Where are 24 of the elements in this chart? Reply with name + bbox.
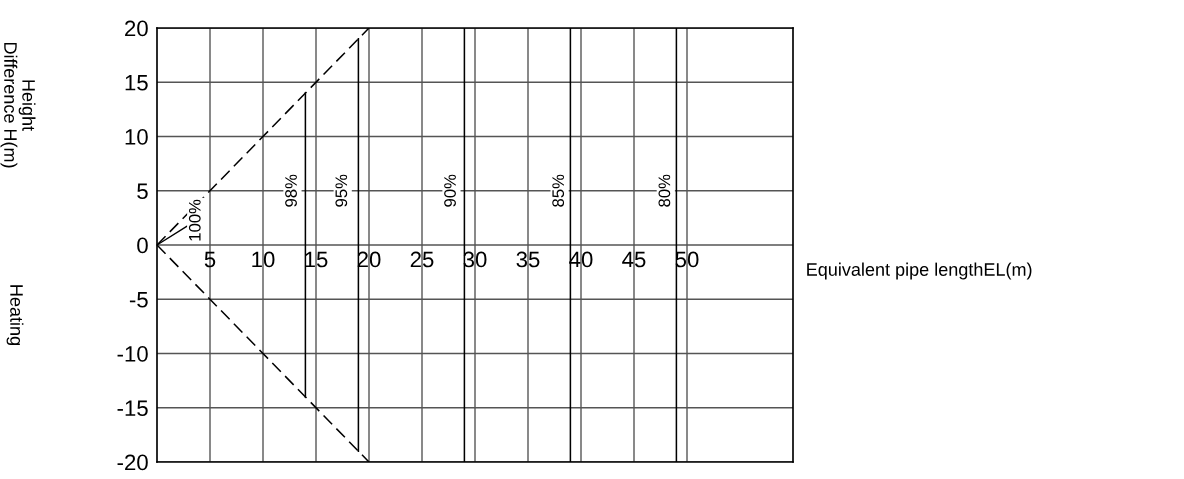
x-tick-label: 15 (305, 251, 328, 268)
x-tick-label: 5 (204, 251, 216, 268)
y-tick-label: 5 (137, 183, 148, 200)
x-tick-label: 35 (516, 251, 540, 268)
y-tick-label: 10 (125, 129, 148, 145)
x-tick-label: 45 (622, 251, 646, 268)
y-tick-label: 20 (125, 20, 148, 37)
x-tick-label: 25 (410, 251, 434, 268)
y-tick-label: -15 (117, 400, 148, 417)
y-tick-label: -10 (117, 346, 148, 362)
annotation: 85% (552, 174, 565, 207)
y-tick-label: -5 (129, 292, 148, 308)
y-axis-title: Height Difference H(m) (0, 42, 36, 168)
y-tick-label: -20 (117, 454, 148, 471)
annotation: 95% (335, 174, 348, 207)
x-axis-title: Equivalent pipe lengthEL(m) (807, 262, 1032, 280)
y-tick-label: 0 (137, 237, 148, 254)
text: Heating (6, 285, 24, 345)
annotation: 98% (285, 174, 297, 207)
annotation: 100% (188, 199, 201, 241)
annotation: 90% (444, 174, 456, 207)
annotation: 80% (658, 174, 671, 207)
y-tick-label: 15 (125, 75, 148, 91)
x-tick-label: 10 (252, 251, 275, 268)
